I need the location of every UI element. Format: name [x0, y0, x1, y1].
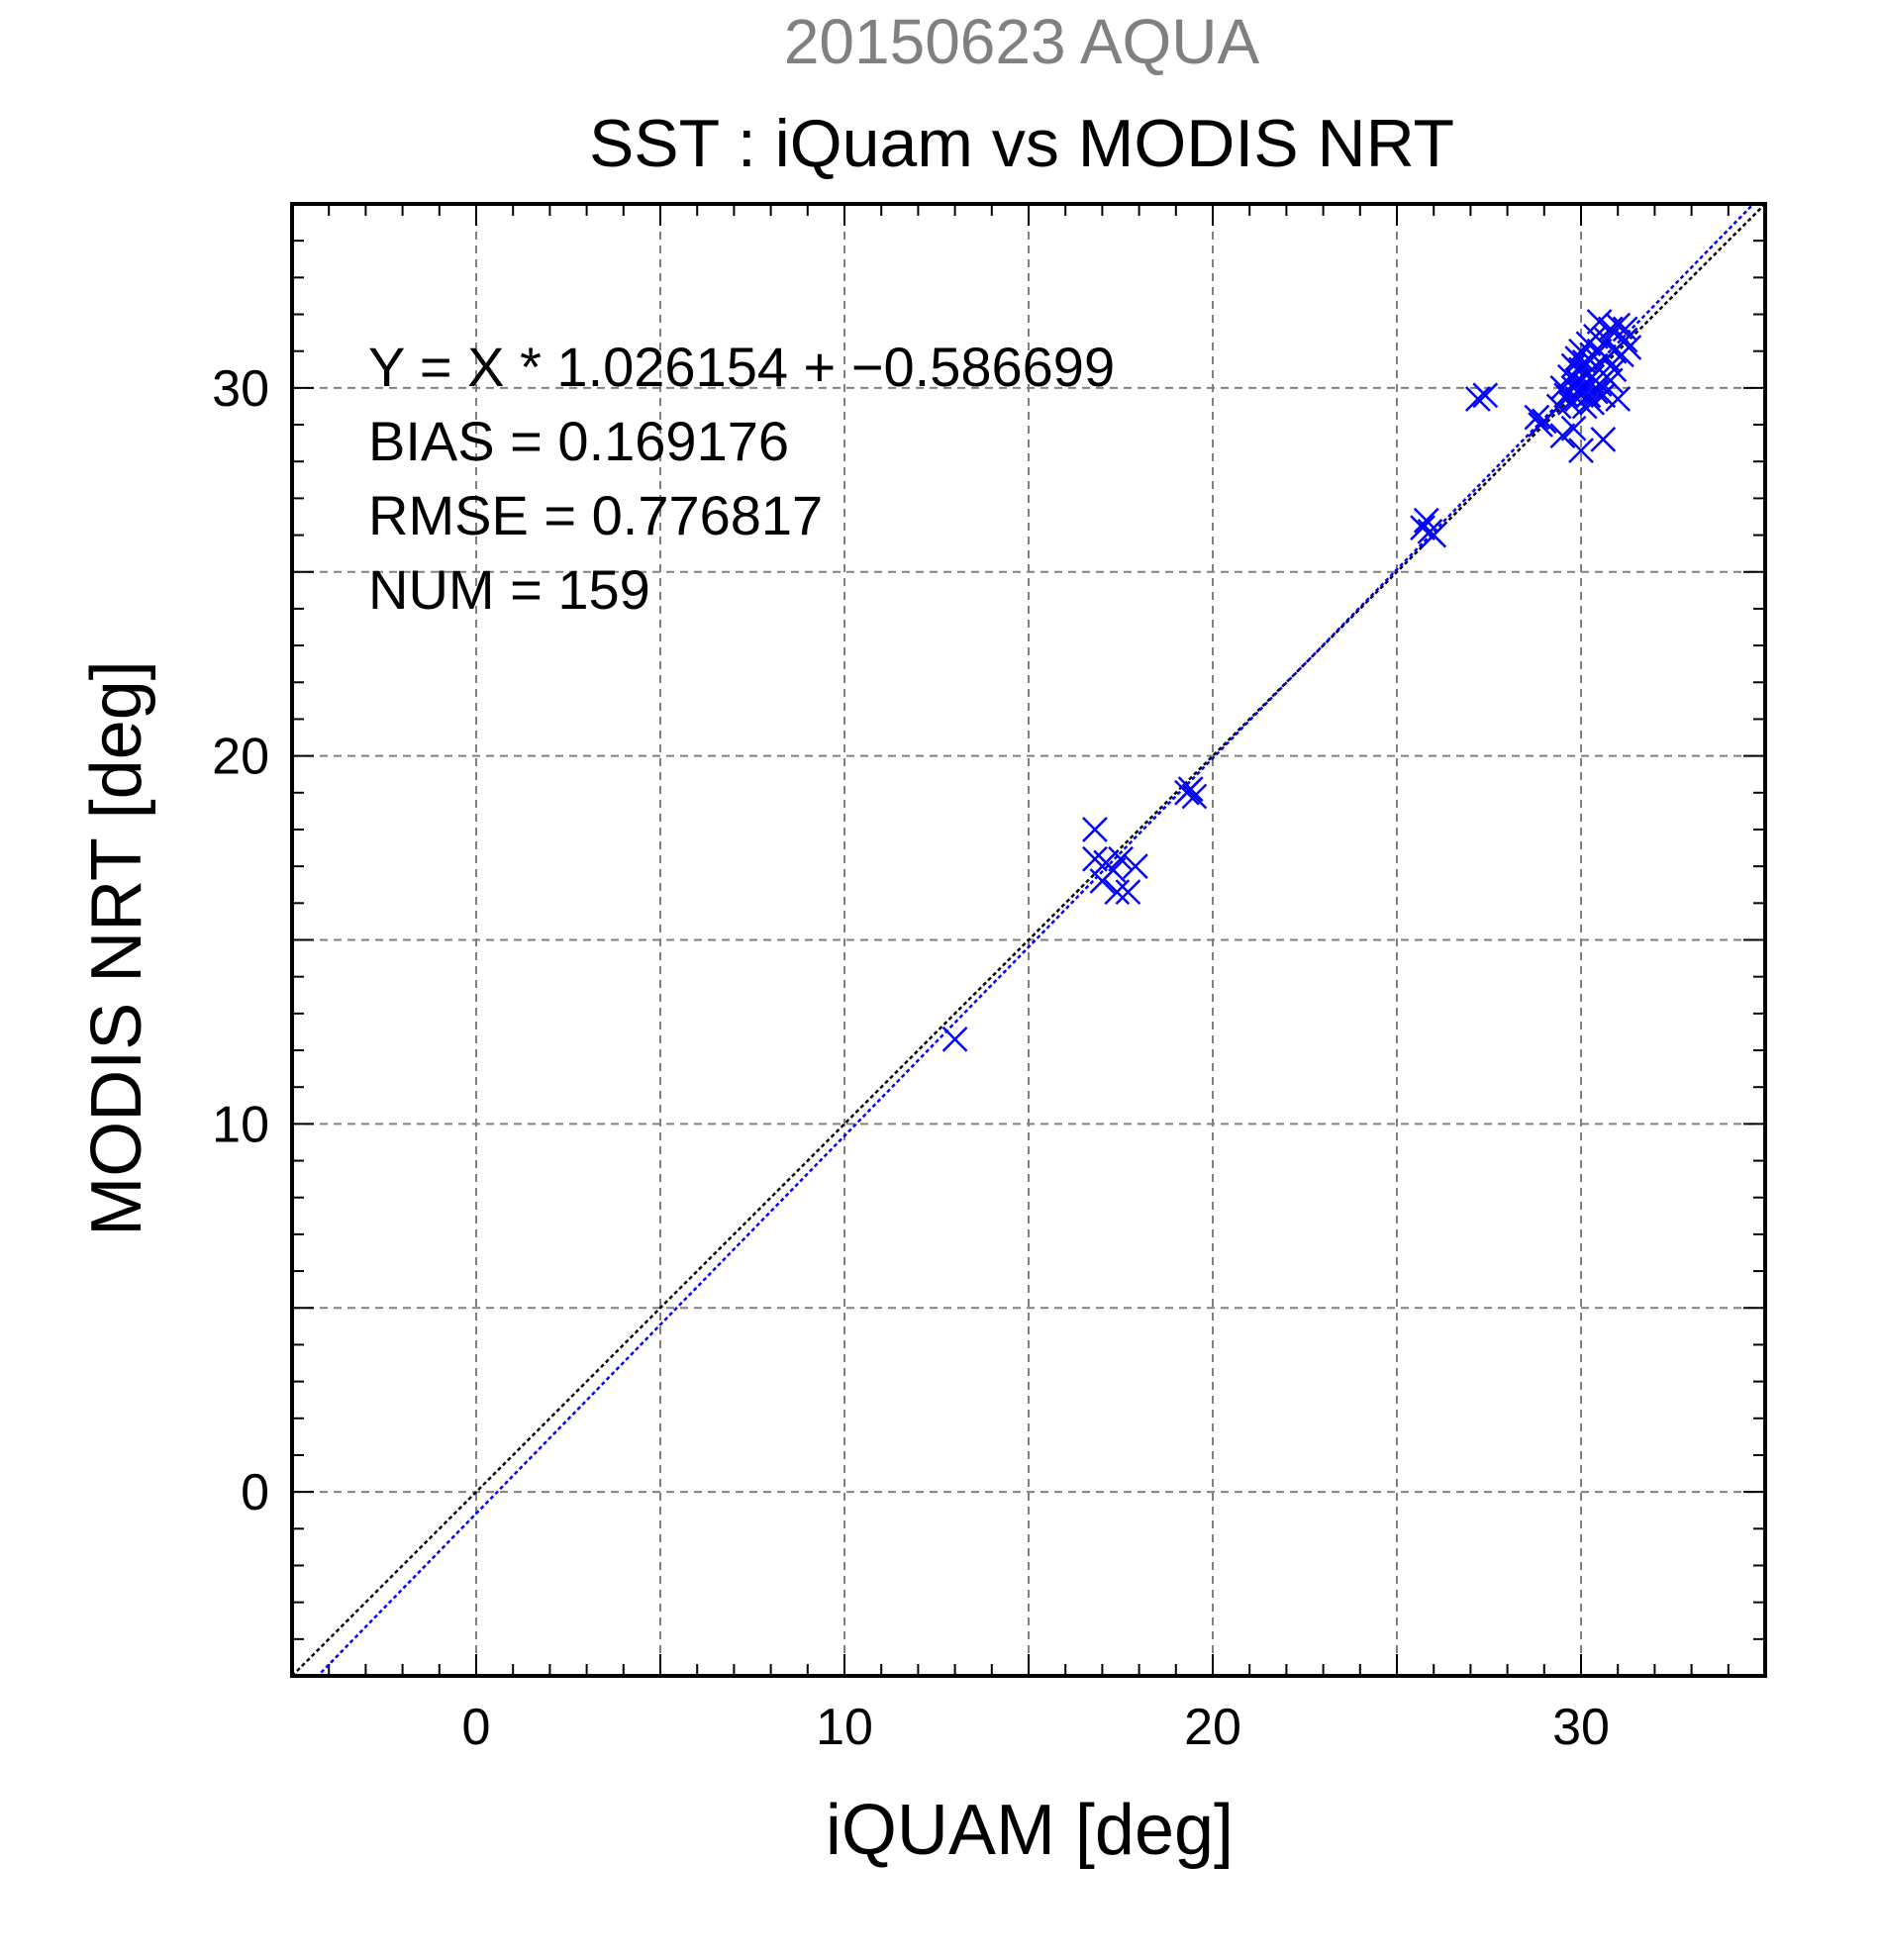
x-axis-label: iQUAM [deg]	[826, 1791, 1234, 1870]
data-point	[1605, 386, 1632, 412]
data-point	[1590, 382, 1617, 409]
data-points	[941, 309, 1642, 1052]
data-point	[1560, 415, 1587, 441]
x-tick-label: 10	[816, 1699, 873, 1756]
data-point	[1605, 312, 1632, 339]
y-tick-label: 20	[212, 729, 269, 786]
data-point	[1464, 386, 1491, 412]
x-tick-label: 20	[1184, 1699, 1241, 1756]
data-point	[1549, 423, 1576, 449]
chart-subtitle: SST : iQuam vs MODIS NRT	[589, 106, 1454, 181]
y-tick-label: 30	[212, 360, 269, 418]
data-point	[941, 1026, 968, 1052]
data-point	[1590, 427, 1617, 452]
data-point	[1472, 382, 1499, 409]
x-tick-label: 0	[462, 1699, 491, 1756]
stats-line-bias: BIAS = 0.169176	[368, 410, 789, 472]
y-tick-label: 0	[241, 1464, 269, 1521]
y-tick-label: 10	[212, 1096, 269, 1153]
data-point	[1115, 879, 1141, 906]
data-point	[1410, 515, 1436, 541]
x-tick-label: 30	[1552, 1699, 1610, 1756]
data-point	[1100, 856, 1127, 883]
data-point	[1104, 879, 1131, 906]
y-tick-labels: 0 10 20 30	[212, 360, 269, 1521]
stats-annotation: Y = X * 1.026154 + −0.586699 BIAS = 0.16…	[368, 336, 1115, 621]
stats-line-num: NUM = 159	[368, 558, 650, 621]
data-point	[1108, 845, 1134, 872]
data-point	[1612, 327, 1638, 353]
chart-title: 20150623 AQUA	[784, 6, 1260, 77]
plot-frame	[290, 202, 1767, 1678]
data-point	[1082, 817, 1108, 842]
data-point	[1616, 335, 1642, 360]
data-point	[1601, 356, 1628, 383]
data-point	[1421, 522, 1447, 548]
identity-line	[292, 204, 1765, 1676]
data-point	[1181, 783, 1208, 810]
data-point	[1122, 853, 1148, 880]
data-point	[1568, 438, 1594, 463]
data-point	[1582, 378, 1609, 405]
data-point	[1177, 776, 1204, 802]
data-point	[1413, 507, 1439, 534]
data-point	[1524, 404, 1550, 431]
y-axis-label: MODIS NRT [deg]	[77, 660, 156, 1236]
stats-line-equation: Y = X * 1.026154 + −0.586699	[368, 336, 1115, 398]
x-tick-labels: 0 10 20 30	[462, 1699, 1610, 1756]
regression-fit-line	[316, 204, 1755, 1676]
data-point	[1586, 309, 1613, 335]
stats-line-rmse: RMSE = 0.776817	[368, 484, 823, 546]
